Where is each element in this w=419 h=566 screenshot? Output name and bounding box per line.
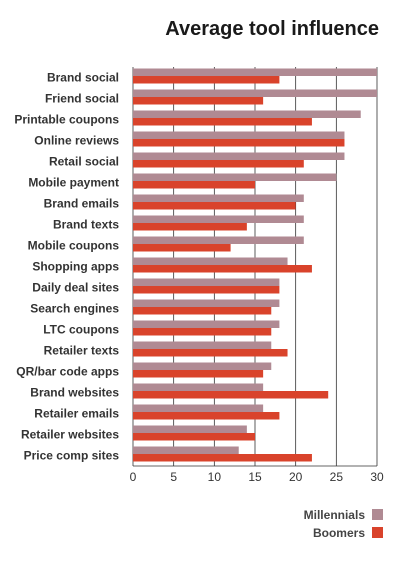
bar-millennials xyxy=(133,152,345,160)
bar-millennials xyxy=(133,194,304,202)
bar-boomers xyxy=(133,76,280,84)
category-label: Brand websites xyxy=(30,386,119,400)
legend-label: Boomers xyxy=(313,526,365,540)
category-label: Mobile coupons xyxy=(28,239,120,253)
bar-millennials xyxy=(133,257,288,265)
bar-millennials xyxy=(133,215,304,223)
x-tick-label: 20 xyxy=(289,470,303,484)
bar-boomers xyxy=(133,454,312,462)
bar-boomers xyxy=(133,223,247,231)
bar-boomers xyxy=(133,265,312,273)
category-label: Brand social xyxy=(47,71,119,85)
legend-swatch xyxy=(372,527,383,538)
bar-millennials xyxy=(133,68,377,76)
category-label: Retailer websites xyxy=(21,428,119,442)
bar-millennials xyxy=(133,299,280,307)
bar-boomers xyxy=(133,412,280,420)
bar-millennials xyxy=(133,173,337,181)
category-label: Brand texts xyxy=(53,218,119,232)
bar-boomers xyxy=(133,202,296,210)
bar-boomers xyxy=(133,328,272,336)
bar-millennials xyxy=(133,362,272,370)
x-tick-label: 30 xyxy=(370,470,384,484)
bar-boomers xyxy=(133,181,255,189)
chart-title: Average tool influence xyxy=(165,18,379,40)
bar-millennials xyxy=(133,110,361,118)
category-label: Daily deal sites xyxy=(32,281,119,295)
bar-boomers xyxy=(133,370,264,378)
category-label: Online reviews xyxy=(34,134,119,148)
bar-millennials xyxy=(133,89,377,97)
bar-boomers xyxy=(133,307,272,315)
category-label: Retailer emails xyxy=(34,407,119,421)
bar-millennials xyxy=(133,278,280,286)
category-label: Shopping apps xyxy=(32,260,119,274)
category-label: Friend social xyxy=(45,92,119,106)
bar-millennials xyxy=(133,341,272,349)
bar-millennials xyxy=(133,404,264,412)
category-label: Printable coupons xyxy=(14,113,119,127)
bar-millennials xyxy=(133,236,304,244)
bar-millennials xyxy=(133,446,239,454)
bar-millennials xyxy=(133,131,345,139)
bar-boomers xyxy=(133,433,255,441)
bar-boomers xyxy=(133,118,312,126)
bar-boomers xyxy=(133,391,329,399)
bar-boomers xyxy=(133,139,345,147)
bar-boomers xyxy=(133,97,264,105)
legend-label: Millennials xyxy=(304,508,366,522)
bar-millennials xyxy=(133,425,247,433)
x-tick-label: 15 xyxy=(248,470,262,484)
bar-boomers xyxy=(133,349,288,357)
x-tick-label: 10 xyxy=(208,470,222,484)
category-label: QR/bar code apps xyxy=(16,365,119,379)
bar-boomers xyxy=(133,160,304,168)
x-tick-label: 25 xyxy=(330,470,344,484)
category-label: Retail social xyxy=(49,155,119,169)
bar-millennials xyxy=(133,383,264,391)
legend-swatch xyxy=(372,509,383,520)
bar-boomers xyxy=(133,244,231,252)
category-label: Brand emails xyxy=(44,197,120,211)
category-label: LTC coupons xyxy=(43,323,119,337)
bar-millennials xyxy=(133,320,280,328)
category-label: Search engines xyxy=(30,302,119,316)
x-tick-label: 0 xyxy=(130,470,137,484)
bar-boomers xyxy=(133,286,280,294)
x-tick-label: 5 xyxy=(170,470,177,484)
category-label: Retailer texts xyxy=(44,344,120,358)
category-label: Price comp sites xyxy=(24,449,120,463)
category-label: Mobile payment xyxy=(28,176,119,190)
